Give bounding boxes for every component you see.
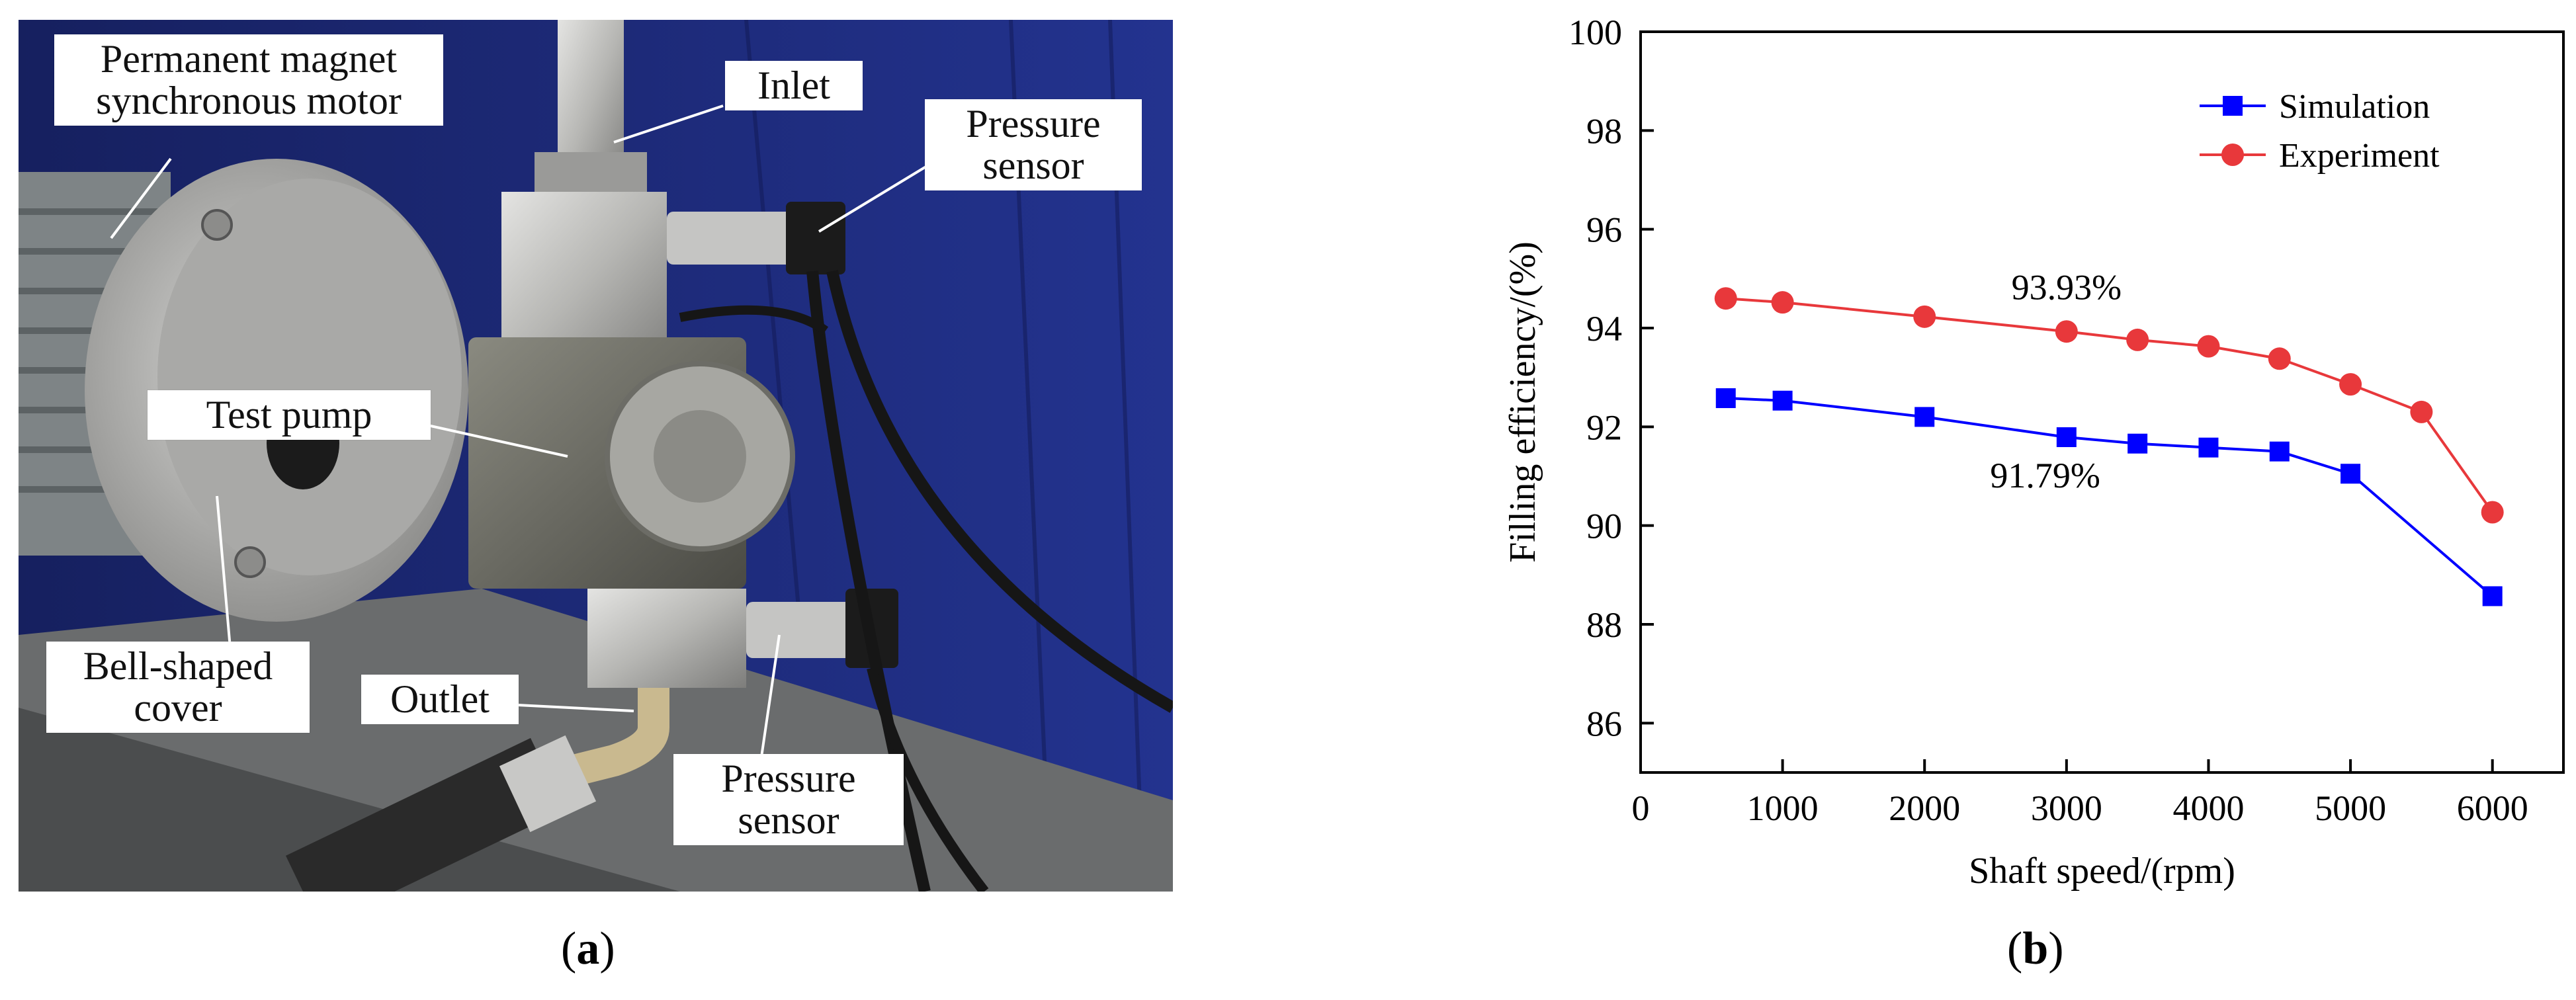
series-line-0 — [1725, 397, 2493, 597]
x-tick-label: 3000 — [2031, 788, 2102, 828]
data-annotation: 93.93% — [2012, 268, 2122, 308]
x-tick-label: 4000 — [2172, 788, 2244, 828]
data-point-circle — [1913, 305, 1936, 328]
y-tick-label: 94 — [1586, 309, 1622, 349]
x-tick-label: 6000 — [2457, 788, 2528, 828]
data-point-circle — [2197, 335, 2220, 358]
data-point-square — [1914, 407, 1935, 427]
data-point-circle — [2055, 320, 2078, 343]
data-point-circle — [2268, 347, 2291, 370]
label-pressure-sensor-bottom: Pressure sensor — [673, 754, 904, 845]
y-tick-label: 86 — [1586, 704, 1622, 743]
test-rig-photo: Permanent magnet synchronous motor Inlet… — [19, 20, 1173, 892]
label-test-pump: Test pump — [148, 390, 431, 440]
filling-efficiency-chart: 0 1000 2000 3000 4000 5000 6000 86 88 90 92 94 96 98 1… — [1502, 13, 2565, 892]
label-motor: Permanent magnet synchronous motor — [54, 34, 443, 126]
data-point-circle — [1771, 291, 1794, 314]
caption-a: (a) — [561, 923, 615, 974]
y-tick-label: 96 — [1586, 210, 1622, 250]
x-tick-label: 5000 — [2315, 788, 2386, 828]
y-tick-label: 98 — [1586, 111, 1622, 151]
y-axis-label: Filling efficiency/(%) — [1502, 241, 1543, 563]
data-point-circle — [2410, 400, 2433, 423]
y-tick-label: 88 — [1586, 605, 1622, 645]
data-point-square — [2056, 427, 2077, 448]
label-inlet: Inlet — [725, 61, 863, 110]
label-pressure-sensor-top: Pressure sensor — [925, 99, 1142, 190]
data-point-square — [2127, 433, 2148, 454]
plot-frame — [1639, 30, 2565, 774]
data-point-square — [2198, 437, 2219, 458]
y-tick-label: 90 — [1586, 507, 1622, 546]
data-point-square — [2482, 586, 2503, 606]
series-line-1 — [1725, 297, 2494, 513]
data-point-circle — [2126, 328, 2149, 351]
caption-b-letter: b — [2022, 923, 2049, 974]
label-bell-shaped-cover: Bell-shaped cover — [46, 642, 310, 733]
caption-b: (b) — [2007, 923, 2064, 974]
caption-a-letter: a — [576, 923, 600, 974]
data-point-square — [2269, 441, 2290, 462]
x-axis-label: Shaft speed/(rpm) — [1969, 851, 2235, 892]
data-point-circle — [2339, 373, 2362, 396]
x-tick-label: 1000 — [1747, 788, 1819, 828]
outlet-pipe — [531, 688, 669, 796]
data-point-circle — [2481, 501, 2504, 524]
chart-series — [1714, 287, 2504, 606]
chart-legend: Simulation Experiment — [2200, 88, 2440, 175]
data-point-square — [2340, 464, 2361, 484]
legend-label: Simulation — [2279, 88, 2430, 126]
chart-annotations: 93.93% 91.79% — [1990, 268, 2122, 495]
x-tick-label: 2000 — [1889, 788, 1960, 828]
legend-marker — [2223, 96, 2243, 116]
data-point-circle — [1714, 287, 1737, 310]
data-point-square — [1715, 388, 1736, 409]
label-outlet: Outlet — [361, 675, 519, 724]
legend-label: Experiment — [2279, 137, 2440, 175]
x-tick-label: 0 — [1632, 788, 1650, 828]
outlet-hose — [285, 737, 566, 892]
pressure-sensor-top-body — [667, 212, 819, 265]
y-tick-label: 92 — [1586, 407, 1622, 447]
y-tick-label: 100 — [1568, 13, 1622, 52]
data-annotation: 91.79% — [1990, 456, 2100, 495]
data-point-square — [1772, 390, 1793, 411]
chart-axes: 0 1000 2000 3000 4000 5000 6000 86 88 90 92 94 96 98 1… — [1568, 13, 2565, 828]
legend-marker — [2221, 144, 2244, 166]
